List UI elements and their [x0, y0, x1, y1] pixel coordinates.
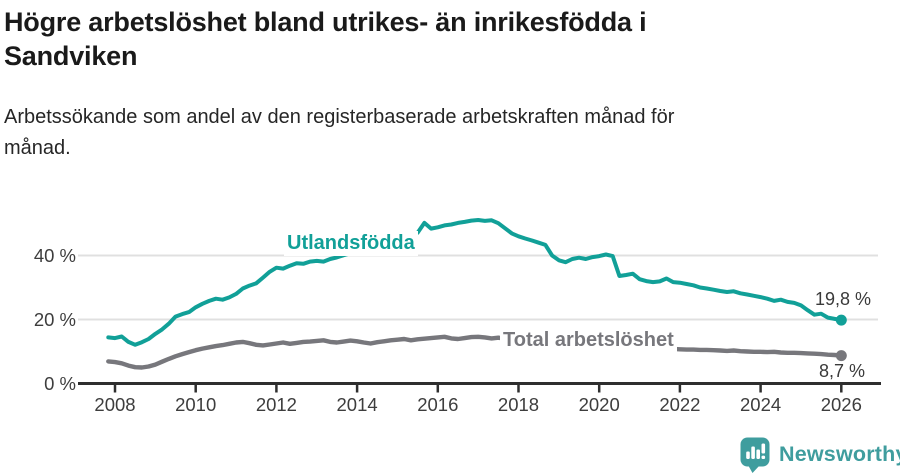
- x-axis-tick-label: 2026: [821, 394, 862, 415]
- page-title: Högre arbetslöshet bland utrikes- än inr…: [4, 5, 884, 73]
- newsworthy-logo: Newsworthy: [739, 436, 900, 473]
- x-axis-tick-label: 2024: [740, 394, 781, 415]
- series-label-total-arbetsloshet: Total arbetslöshet: [500, 328, 677, 353]
- x-axis-tick-label: 2008: [94, 394, 135, 415]
- page-title-line-2: Sandviken: [4, 41, 138, 71]
- series-label-utlandsfodda: Utlandsfödda: [284, 231, 418, 256]
- utlandsfodda-line: [106, 218, 844, 347]
- page-subtitle: Arbetssökande som andel av den registerb…: [4, 102, 884, 164]
- x-axis-tick-label: 2016: [417, 394, 458, 415]
- x-axis-tick-label: 2020: [579, 394, 620, 415]
- page-subtitle-line-2: månad.: [4, 137, 71, 159]
- x-axis-tick-label: 2018: [498, 394, 539, 415]
- y-axis-tick-label: 40 %: [34, 245, 76, 266]
- x-axis-tick-label: 2014: [337, 394, 378, 415]
- x-axis-tick-label: 2010: [175, 394, 216, 415]
- x-axis-tick-label: 2012: [256, 394, 297, 415]
- y-axis-tick-label: 0 %: [44, 373, 76, 394]
- newsworthy-bar-chart-bubble-icon: [740, 437, 770, 473]
- page-subtitle-line-1: Arbetssökande som andel av den registerb…: [4, 106, 675, 128]
- newsworthy-logo-text: Newsworthy: [779, 442, 900, 466]
- end-value-total: 8,7 %: [819, 361, 866, 381]
- x-axis-tick-label: 2022: [659, 394, 700, 415]
- utlandsfodda-end-dot: [835, 314, 847, 326]
- page-title-line-1: Högre arbetslöshet bland utrikes- än inr…: [4, 7, 647, 37]
- y-axis-tick-label: 20 %: [34, 309, 76, 330]
- end-value-utlandsfodda: 19,8 %: [815, 289, 872, 309]
- total-line: [106, 334, 844, 370]
- total-end-dot: [835, 350, 847, 362]
